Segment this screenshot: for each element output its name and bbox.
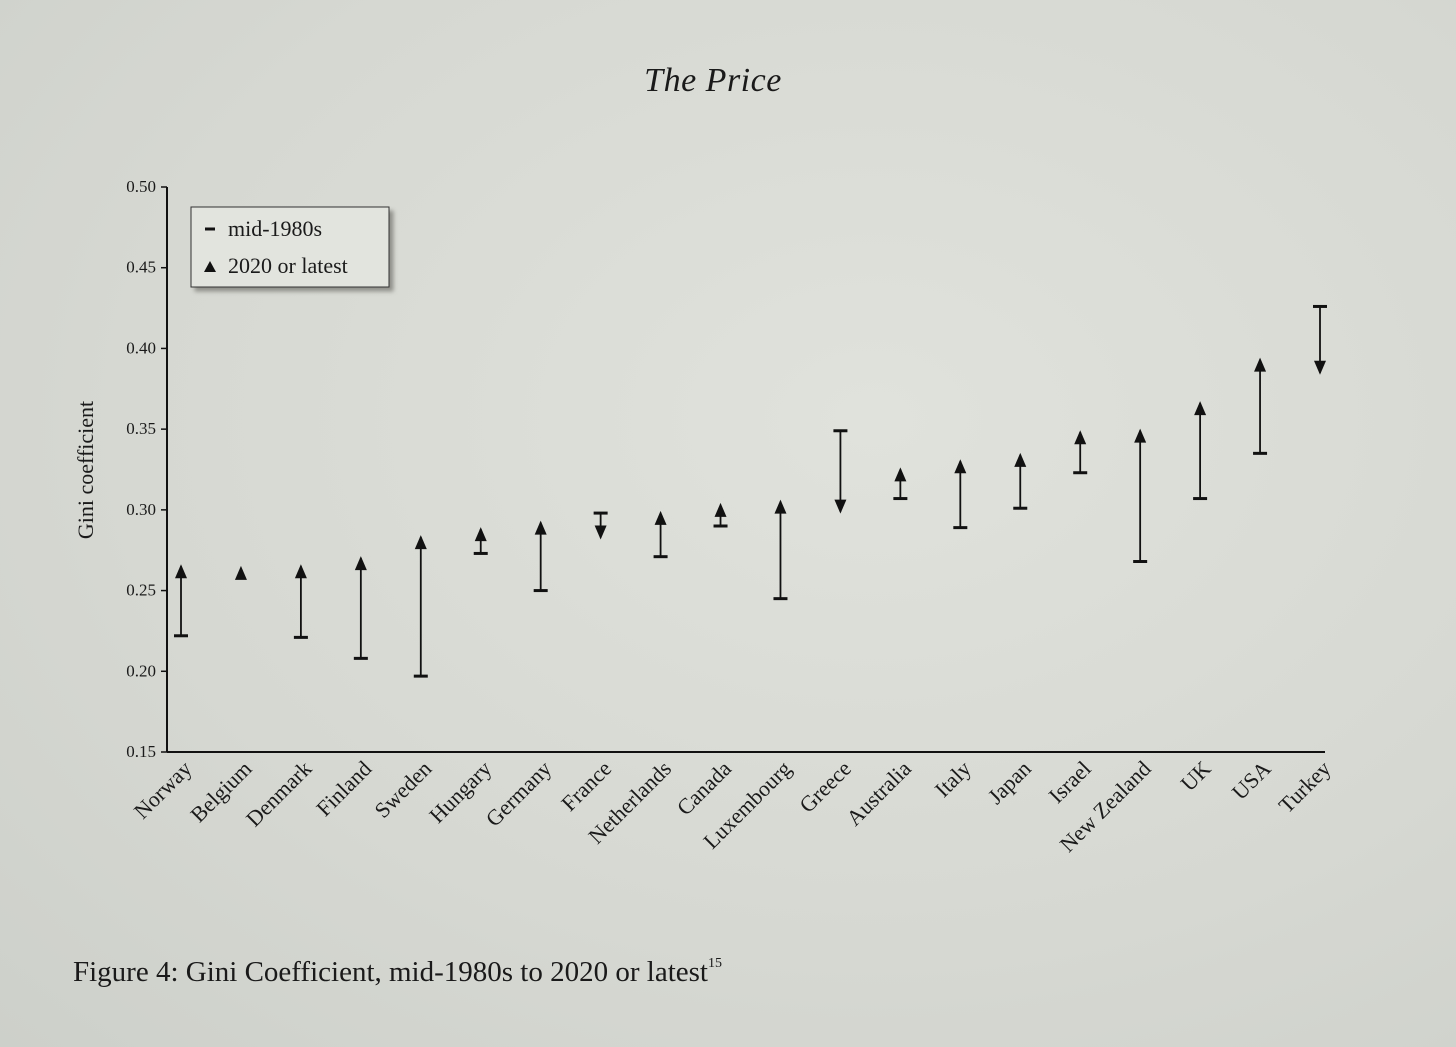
- legend: mid-1980s 2020 or latest: [190, 206, 390, 288]
- page-title: The Price: [644, 62, 782, 99]
- latest-marker: [294, 564, 307, 579]
- y-tick-label: 0.15: [126, 742, 156, 761]
- caption-text: Figure 4: Gini Coefficient, mid-1980s to…: [73, 956, 708, 988]
- latest-marker: [714, 502, 727, 517]
- y-tick-label: 0.50: [126, 177, 156, 196]
- latest-marker: [1254, 357, 1267, 372]
- x-category-label: Turkey: [1273, 756, 1335, 818]
- latest-marker: [654, 510, 667, 525]
- y-tick-label: 0.35: [126, 419, 156, 438]
- x-category-label: Finland: [311, 756, 376, 821]
- y-tick-label: 0.40: [126, 338, 156, 357]
- latest-marker: [1194, 401, 1207, 416]
- latest-marker: [954, 459, 967, 474]
- data-marks: [174, 304, 1327, 678]
- latest-marker: [414, 535, 427, 550]
- x-category-label: USA: [1227, 756, 1276, 805]
- legend-box: [190, 206, 390, 288]
- x-category-label: Australia: [841, 756, 916, 831]
- x-axis-labels: NorwayBelgiumDenmarkFinlandSwedenHungary…: [129, 756, 1336, 857]
- x-category-label: Italy: [930, 756, 976, 802]
- y-axis-ticks: 0.50 0.45 0.40 0.35 0.30 0.25 0.20 0.15: [126, 177, 167, 761]
- latest-marker: [1314, 360, 1326, 375]
- caption-footnote: 15: [707, 956, 722, 971]
- x-category-label: Denmark: [241, 756, 317, 832]
- x-category-label: Japan: [983, 756, 1036, 809]
- latest-marker: [1134, 428, 1147, 443]
- x-category-label: Israel: [1044, 756, 1096, 808]
- axes: [166, 187, 1325, 753]
- latest-marker: [534, 520, 547, 535]
- latest-marker: [594, 525, 607, 540]
- x-category-label: UK: [1175, 756, 1215, 796]
- y-tick-label: 0.30: [126, 500, 156, 519]
- y-tick-label: 0.20: [126, 661, 156, 680]
- figure-caption: Figure 4: Gini Coefficient, mid-1980s to…: [73, 956, 722, 989]
- latest-marker: [774, 499, 787, 514]
- latest-marker: [1014, 452, 1027, 467]
- legend-label-mid-1980s: mid-1980s: [228, 216, 322, 241]
- x-category-label: Norway: [129, 756, 197, 824]
- y-tick-label: 0.45: [126, 258, 156, 277]
- latest-marker: [175, 564, 187, 579]
- latest-marker: [234, 565, 247, 580]
- latest-marker: [354, 556, 367, 571]
- y-axis-title: Gini coefficient: [73, 401, 98, 539]
- legend-label-2020: 2020 or latest: [228, 253, 348, 278]
- legend-triangle-marker: [204, 261, 216, 272]
- latest-marker: [474, 527, 487, 542]
- latest-marker: [1074, 430, 1087, 445]
- y-tick-label: 0.25: [126, 581, 156, 600]
- latest-marker: [894, 467, 907, 482]
- latest-marker: [834, 499, 847, 514]
- x-category-label: Germany: [481, 756, 557, 832]
